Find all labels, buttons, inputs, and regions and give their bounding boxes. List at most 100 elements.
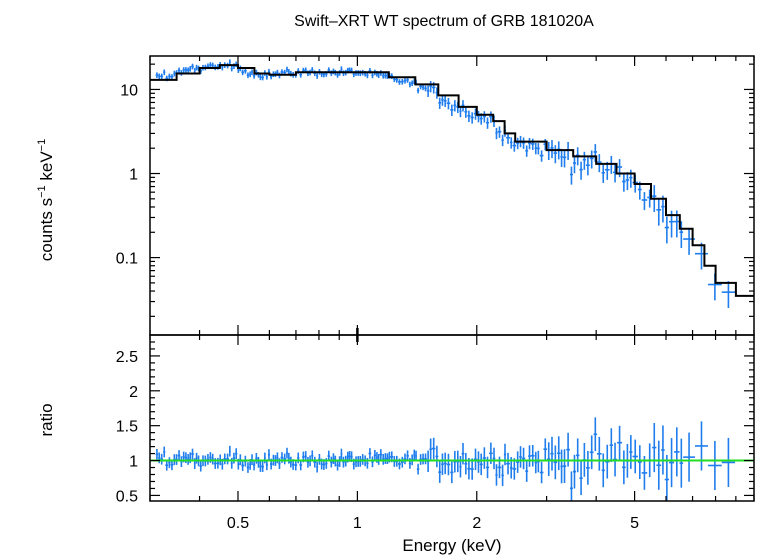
- data-point: [446, 98, 451, 110]
- model-step-curve: [150, 64, 754, 297]
- data-point: [230, 65, 233, 72]
- data-point: [495, 127, 498, 140]
- data-point: [516, 137, 520, 150]
- ratio-point: [506, 452, 510, 475]
- ratio-point: [593, 417, 598, 452]
- ratio-point: [464, 453, 468, 475]
- ratio-point: [158, 452, 161, 464]
- ratio-point: [503, 443, 507, 466]
- x-tick-label: 5: [630, 515, 639, 532]
- ratio-point: [168, 457, 171, 468]
- data-point: [601, 164, 605, 183]
- data-point: [467, 110, 471, 122]
- data-point: [408, 81, 411, 88]
- data-point: [450, 104, 454, 116]
- ratio-point: [707, 440, 722, 491]
- ratio-point: [241, 460, 244, 471]
- data-point: [416, 87, 420, 94]
- ratio-point: [155, 448, 159, 460]
- ratio-point: [366, 457, 369, 469]
- data-point: [184, 67, 188, 73]
- bottom-axis-ticks: 0.5 1 2 5 0.5 1 1.5 2 2.5: [116, 328, 755, 532]
- ratio-point: [297, 452, 300, 464]
- data-point: [424, 85, 427, 92]
- data-point: [195, 64, 198, 71]
- ratio-point: [438, 461, 442, 483]
- data-point: [721, 281, 736, 308]
- ratio-point: [235, 448, 238, 460]
- data-point: [609, 155, 614, 174]
- ratio-point: [721, 437, 736, 488]
- data-point: [251, 69, 253, 76]
- ratio-point: [228, 445, 231, 457]
- x-tick-label: 1: [353, 515, 362, 532]
- data-point: [426, 85, 430, 97]
- data-point: [259, 74, 262, 81]
- ratio-point: [597, 436, 602, 471]
- ratio-point: [318, 453, 321, 465]
- ratio-point: [206, 453, 210, 465]
- ratio-point: [557, 436, 561, 471]
- ratio-point: [306, 456, 310, 468]
- data-point: [585, 157, 590, 176]
- data-point: [536, 143, 540, 155]
- ratio-point: [163, 446, 166, 458]
- ratio-point: [287, 452, 290, 464]
- data-point: [525, 145, 529, 157]
- ratio-point: [160, 453, 164, 465]
- data-point: [366, 72, 369, 79]
- counts-panel: 10 1 0.1: [116, 55, 755, 336]
- data-point: [528, 137, 531, 150]
- x-axis-label: Energy (keV): [402, 536, 501, 555]
- ratio-point: [311, 450, 314, 462]
- data-point: [246, 72, 250, 79]
- ratio-point: [336, 459, 339, 471]
- ratio-point: [543, 438, 548, 460]
- ratio-point: [313, 456, 317, 468]
- ratio-point: [232, 452, 236, 464]
- data-point: [382, 72, 385, 79]
- ratio-point: [223, 453, 227, 465]
- ratio-point: [443, 452, 447, 475]
- ratio-point: [516, 451, 520, 473]
- ratio-point: [332, 453, 335, 465]
- ratio-point: [495, 464, 498, 486]
- ratio-point: [656, 440, 662, 490]
- ratio-point: [276, 452, 279, 464]
- bottom-y-tick-label: 1: [129, 454, 138, 471]
- data-point: [265, 74, 268, 80]
- ratio-point: [424, 453, 427, 465]
- ratio-point: [652, 423, 657, 473]
- ratio-point: [501, 464, 504, 487]
- ratio-point: [180, 456, 183, 468]
- ratio-point: [431, 437, 436, 460]
- data-point: [182, 67, 185, 73]
- data-point: [461, 100, 465, 112]
- data-point: [694, 242, 708, 270]
- ratio-point: [257, 456, 260, 468]
- bottom-y-tick-label: 1.5: [116, 419, 138, 436]
- ratio-point: [289, 456, 292, 468]
- ratio-panel: 0.5 1 2 5 0.5 1 1.5 2 2.5: [116, 328, 755, 532]
- ratio-point: [585, 450, 590, 485]
- ratio-point: [477, 451, 480, 473]
- data-point: [569, 166, 573, 185]
- top-y-tick-label: 1: [129, 167, 138, 184]
- x-tick-label: 0.5: [227, 515, 249, 532]
- data-point: [170, 74, 174, 80]
- data-point: [470, 112, 474, 124]
- bottom-y-tick-label: 2.5: [116, 349, 138, 366]
- ratio-point: [259, 461, 262, 472]
- x-tick-label: 2: [472, 515, 481, 532]
- ratio-point: [528, 445, 531, 467]
- data-point: [534, 142, 537, 155]
- data-point: [550, 140, 554, 159]
- ratio-point: [519, 446, 522, 468]
- data-point: [163, 69, 166, 76]
- ratio-point: [165, 459, 169, 471]
- ratio-point: [255, 453, 258, 464]
- top-y-axis-label: counts s−1 keV−1: [36, 139, 56, 261]
- ratio-point: [450, 461, 454, 484]
- ratio-point: [534, 451, 537, 474]
- bottom-y-tick-label: 0.5: [116, 488, 138, 505]
